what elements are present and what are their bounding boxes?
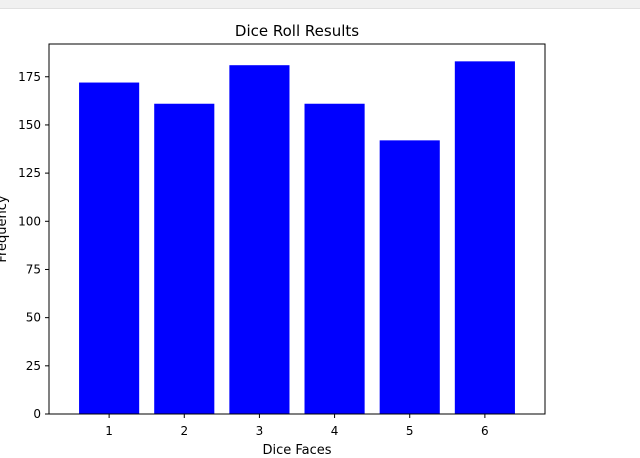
y-tick-label: 25 (26, 359, 41, 373)
y-tick-label: 50 (26, 311, 41, 325)
x-axis-label: Dice Faces (262, 443, 331, 458)
y-tick-label: 125 (18, 166, 41, 180)
y-tick-label: 175 (18, 70, 41, 84)
y-ticks-group: 0 25 50 75 100 125 150 175 (18, 70, 49, 421)
y-tick-label: 0 (33, 407, 41, 421)
window-top-strip (0, 0, 640, 9)
bar-face-3 (229, 65, 290, 415)
x-tick-label: 5 (406, 424, 414, 438)
bar-face-6 (454, 61, 515, 414)
bar-face-2 (154, 103, 215, 414)
chart-title: Dice Roll Results (235, 22, 359, 40)
bar-face-4 (304, 103, 365, 414)
y-tick-label: 75 (26, 262, 41, 276)
x-tick-label: 6 (481, 424, 489, 438)
x-tick-label: 3 (256, 424, 264, 438)
bar-face-1 (79, 82, 140, 415)
bars-group (79, 61, 515, 415)
bar-face-5 (379, 140, 440, 414)
x-ticks-group: 1 2 3 4 5 6 (105, 414, 489, 438)
x-tick-label: 2 (180, 424, 188, 438)
plot-frame (48, 43, 546, 415)
y-tick-label: 150 (18, 118, 41, 132)
x-tick-label: 1 (105, 424, 113, 438)
x-tick-label: 4 (331, 424, 339, 438)
y-tick-label: 100 (18, 214, 41, 228)
y-axis-label: Frequency (0, 195, 10, 262)
